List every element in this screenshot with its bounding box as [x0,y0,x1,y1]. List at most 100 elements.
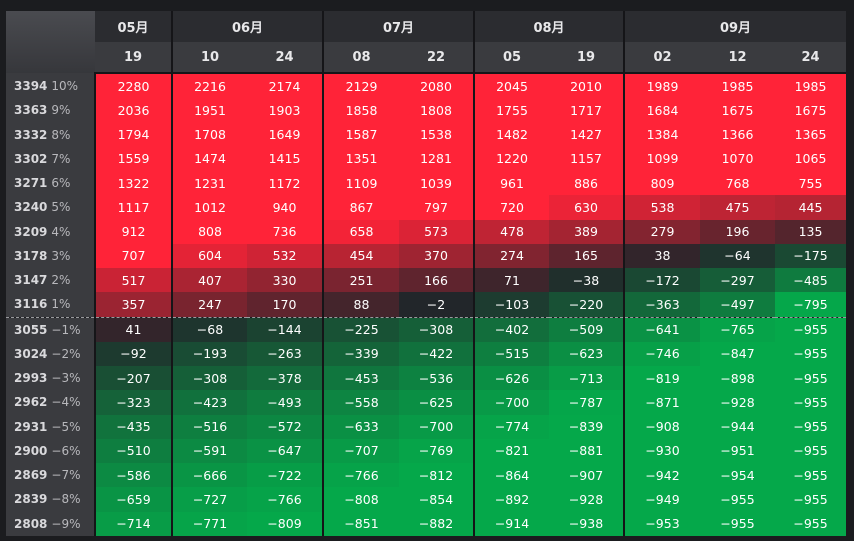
table-row: 3024 −2% −92 −193 −263 −339 −422 −515 −623 −746 −8… [6,341,847,367]
table-row: 3116 1% 357 247 170 88 −2 −103 −220 −363 −497 −795 [6,292,847,318]
month-header: 08月 [473,11,624,42]
row-percent: 3% [51,248,71,263]
row-percent: 8% [51,127,71,142]
value-cell: 454 [322,243,399,269]
value-cell: −864 [473,463,549,488]
row-label: 3394 10% [6,73,95,99]
value-cell: −38 [549,268,624,293]
value-cell: 370 [399,243,474,269]
value-cell: 1365 [775,122,847,147]
value-cell: 247 [171,292,247,318]
month-header: 05月 [95,11,172,42]
value-cell: 38 [623,243,700,269]
value-cell: −851 [322,511,399,536]
value-cell: −955 [775,341,847,367]
day-header: 05 [473,42,549,74]
day-header-row: 19 10 24 08 22 05 19 02 12 24 [6,42,847,74]
row-price: 3209 [14,224,48,239]
value-cell: −765 [700,316,775,342]
table-row: 2869 −7% −586 −666 −722 −766 −812 −864 −907 −942−… [6,463,847,488]
value-cell: −908 [623,414,700,439]
value-cell: 1099 [623,146,700,172]
value-cell: 165 [549,243,624,269]
row-price: 3240 [14,200,48,215]
row-percent: 5% [51,200,71,215]
value-cell: −220 [549,292,624,318]
value-cell: −882 [399,511,474,536]
value-cell: −955 [775,390,847,415]
value-cell: 1012 [171,195,247,220]
value-cell: 71 [473,268,549,293]
table-row: 3240 5% 1117 1012 940 867 797 720 630 538 475 445 [6,195,847,220]
value-cell: 1351 [322,146,399,172]
value-cell: 1675 [700,98,775,123]
value-cell: −953 [623,511,700,536]
value-cell: −881 [549,438,624,464]
value-cell: −727 [171,487,247,512]
table-row: 3332 8% 1794 1708 1649 1587 1538 1482 1427 1384 13… [6,122,847,147]
row-label: 3024 −2% [6,341,95,367]
row-price: 2869 [14,468,48,483]
value-cell: −938 [549,511,624,536]
value-cell: −308 [399,316,474,342]
row-percent: −4% [51,395,81,410]
corner-cell [6,11,95,73]
value-cell: −558 [322,390,399,415]
row-price: 3024 [14,346,48,361]
value-cell: −308 [171,366,247,391]
value-cell: −633 [322,414,399,439]
value-cell: −771 [171,511,247,536]
value-cell: 1587 [322,122,399,147]
value-cell: 940 [247,195,323,220]
table-row: 2900 −6% −510 −591 −647 −707 −769 −821 −881 −930−… [6,438,847,464]
value-cell: −769 [399,438,474,464]
value-cell: −928 [549,487,624,512]
value-cell: 279 [623,219,700,244]
value-cell: −2 [399,292,474,318]
value-cell: 1708 [171,122,247,147]
value-cell: −144 [247,316,323,342]
row-percent: 1% [51,297,71,312]
table-row: 2808 −9% −714 −771 −809 −851 −882 −914 −938 −953−… [6,511,847,536]
row-percent: −5% [51,419,81,434]
value-cell: −839 [549,414,624,439]
value-cell: −821 [473,438,549,464]
value-cell: −942 [623,463,700,488]
value-cell: −766 [322,463,399,488]
value-cell: −625 [399,390,474,415]
value-cell: −714 [94,511,172,536]
value-cell: 330 [247,268,323,293]
value-cell: 1985 [700,73,775,99]
row-label: 3116 1% [6,292,95,318]
value-cell: −707 [322,438,399,464]
row-price: 2962 [14,395,48,410]
table-row: 3302 7% 1559 1474 1415 1351 1281 1220 1157 1099 10… [6,146,847,172]
row-label: 2869 −7% [6,463,95,488]
row-percent: 7% [51,151,71,166]
value-cell: 604 [171,243,247,269]
value-cell: 707 [94,243,172,269]
row-price: 3055 [14,322,48,337]
day-header: 19 [549,42,624,74]
row-price: 3178 [14,248,48,263]
value-cell: 630 [549,195,624,220]
row-percent: −8% [51,492,81,507]
value-cell: −363 [623,292,700,318]
value-cell: −323 [94,390,172,415]
value-cell: 573 [399,219,474,244]
value-cell: 88 [322,292,399,318]
day-header: 24 [247,42,323,74]
row-price: 3363 [14,103,48,118]
row-label: 3332 8% [6,122,95,147]
value-cell: −907 [549,463,624,488]
value-cell: −892 [473,487,549,512]
value-cell: −955 [775,463,847,488]
value-cell: −914 [473,511,549,536]
value-cell: 1951 [171,98,247,123]
value-cell: 1474 [171,146,247,172]
value-cell: −808 [322,487,399,512]
value-cell: −626 [473,366,549,391]
row-percent: 9% [51,103,71,118]
value-cell: 1366 [700,122,775,147]
row-percent: −7% [51,468,81,483]
